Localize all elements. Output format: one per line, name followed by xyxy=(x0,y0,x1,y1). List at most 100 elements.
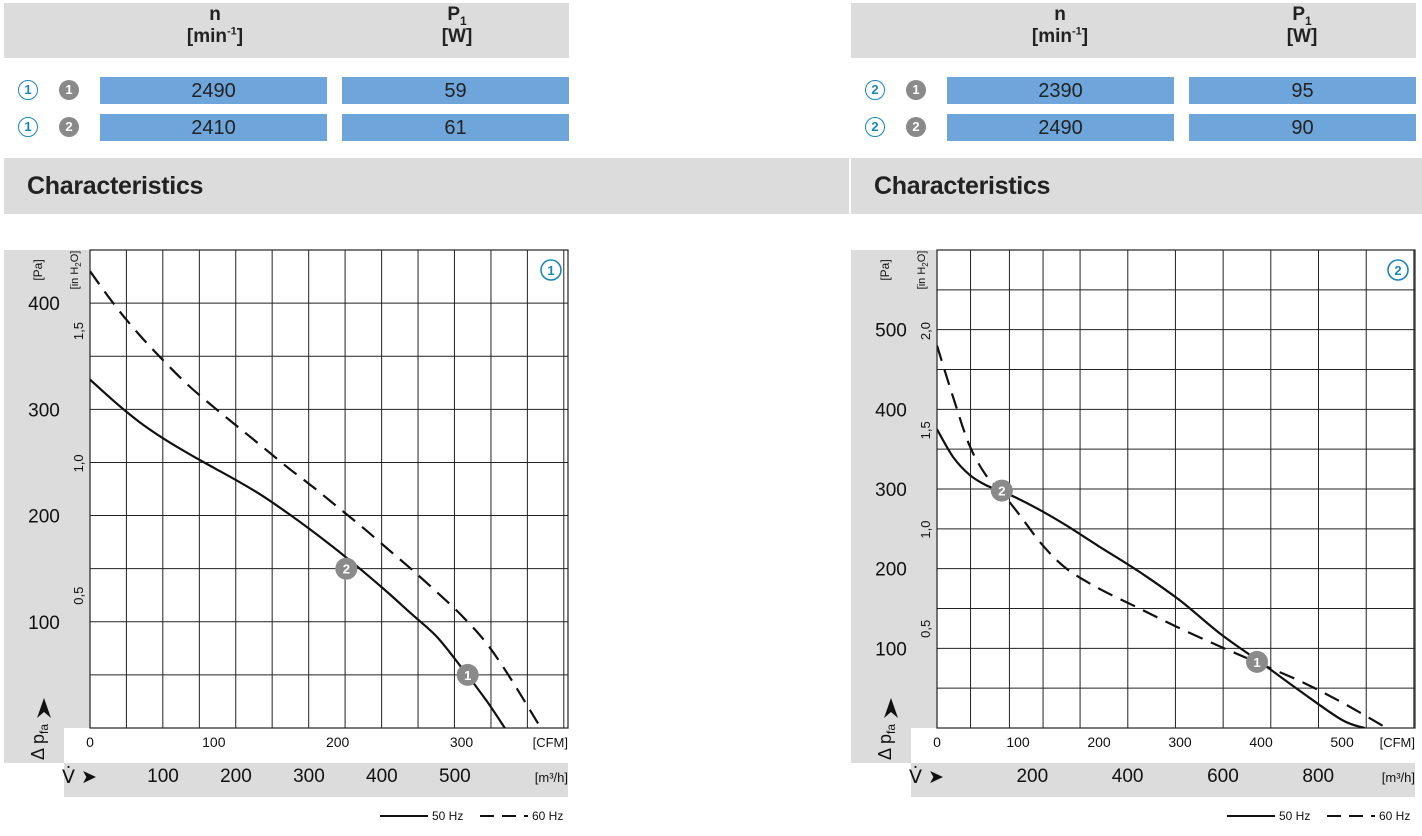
header-speed: n [min-1] xyxy=(101,4,329,48)
y-symbol-sub: fa xyxy=(37,724,51,734)
power-symbol-sub: 1 xyxy=(1305,13,1312,28)
curve-label-marker: 2 xyxy=(865,117,885,137)
point-label-marker: 2 xyxy=(906,117,926,137)
operating-point-label: 1 xyxy=(1253,655,1260,670)
y2-unit-suffix: O] xyxy=(916,251,928,263)
speed-unit: [min-1] xyxy=(101,26,329,48)
speed-unit-base: [min xyxy=(1031,26,1072,47)
y-tick-label: 400 xyxy=(28,294,60,315)
characteristic-chart-1: 1 100 200 300 400 [Pa] [in H2O] 0,5 1,0 1,5 Δ pfa 0… xyxy=(4,249,569,823)
y2-tick-label: 0,5 xyxy=(918,620,933,638)
x2-tick-label: 300 xyxy=(293,766,325,787)
y-tick-label: 100 xyxy=(28,613,60,634)
y-tick-label: 200 xyxy=(875,560,907,581)
y2-tick-label: 0,5 xyxy=(71,587,86,605)
x-tick-label: 400 xyxy=(1249,734,1273,750)
power-value: 59 xyxy=(342,77,569,104)
y2-tick-label: 1,0 xyxy=(71,454,86,472)
header-power: P1 [W] xyxy=(343,4,571,48)
power-symbol: P1 xyxy=(343,4,571,28)
y-axis-arrow xyxy=(37,698,51,718)
section-title: Characteristics xyxy=(874,172,1051,200)
y-symbol: Δ pfa xyxy=(875,724,898,760)
section-title: Characteristics xyxy=(27,172,204,200)
x2-axis-band xyxy=(64,763,568,797)
x2-tick-label: 800 xyxy=(1302,766,1334,787)
y2-unit-prefix: [in H xyxy=(69,267,81,290)
x2-tick-label: 200 xyxy=(1016,766,1048,787)
legend-label: 50 Hz xyxy=(432,809,463,823)
operating-point-label: 2 xyxy=(343,562,350,577)
y2-tick-label: 1,0 xyxy=(918,521,933,539)
y-tick-label: 400 xyxy=(875,400,907,421)
y2-unit: [in H2O] xyxy=(69,251,83,290)
x2-axis-band xyxy=(911,763,1415,797)
plot-area xyxy=(90,250,568,728)
section-header: Characteristics xyxy=(851,158,1422,214)
y2-tick-label: 1,5 xyxy=(71,322,86,340)
y-axis-band xyxy=(851,250,937,763)
y-symbol: Δ pfa xyxy=(28,724,51,760)
point-label-marker: 1 xyxy=(906,80,926,100)
power-unit: [W] xyxy=(441,26,473,47)
x-tick-label: 0 xyxy=(86,734,94,750)
x2-tick-label: 500 xyxy=(439,766,471,787)
chart-label: 2 xyxy=(1394,263,1401,278)
y-symbol-main: Δ p xyxy=(28,734,48,760)
speed-symbol: n xyxy=(1054,4,1066,25)
y-unit: [Pa] xyxy=(878,259,892,280)
x2-tick-label: 400 xyxy=(1112,766,1144,787)
chart-label-circle xyxy=(1387,259,1409,281)
x-tick-label: 100 xyxy=(1006,734,1030,750)
y2-unit: [in H2O] xyxy=(916,251,930,290)
speed-value: 2390 xyxy=(947,77,1174,104)
power-value: 95 xyxy=(1189,77,1416,104)
section-header: Characteristics xyxy=(4,158,849,214)
x2-symbol: V̇ ➤ xyxy=(62,766,97,788)
y-symbol-sub: fa xyxy=(884,724,898,734)
speed-unit-base: [min xyxy=(186,26,227,47)
speed-unit-exp: -1 xyxy=(1072,25,1082,38)
y-tick-label: 200 xyxy=(28,507,60,528)
header-power: P1 [W] xyxy=(1188,4,1416,48)
legend-label: 60 Hz xyxy=(532,809,563,823)
x-tick-label: 300 xyxy=(450,734,474,750)
x-axis-strip xyxy=(64,728,568,763)
power-value: 61 xyxy=(342,114,569,141)
series-line-60hz xyxy=(90,270,542,728)
power-symbol-letter: P xyxy=(1292,4,1305,25)
power-symbol-letter: P xyxy=(447,4,460,25)
speed-unit: [min-1] xyxy=(946,26,1174,48)
curve-label-marker: 2 xyxy=(865,80,885,100)
legend-label: 60 Hz xyxy=(1379,809,1410,823)
fan-panel-2: n [min-1] P1 [W] 2 1 2390 95 2 2 2490 90… xyxy=(851,0,1422,836)
x2-unit: [m³/h] xyxy=(535,770,568,785)
x-unit: [CFM] xyxy=(533,735,568,750)
header-speed: n [min-1] xyxy=(946,4,1174,48)
chart-label: 1 xyxy=(547,263,554,278)
chart-label-circle xyxy=(540,259,562,281)
y2-tick-label: 2,0 xyxy=(918,322,933,340)
speed-unit-close: ] xyxy=(236,26,244,47)
speed-unit-close: ] xyxy=(1081,26,1089,47)
x-unit: [CFM] xyxy=(1380,735,1415,750)
plot-frame xyxy=(89,249,569,729)
operating-point-marker xyxy=(335,557,358,580)
x-tick-label: 500 xyxy=(1330,734,1354,750)
y-unit: [Pa] xyxy=(31,259,45,280)
series-line-50hz xyxy=(937,428,1366,728)
x-tick-label: 200 xyxy=(1087,734,1111,750)
power-symbol-sub: 1 xyxy=(460,13,467,28)
speed-unit-exp: -1 xyxy=(227,25,237,38)
y2-unit-sub: 2 xyxy=(74,262,83,267)
curve-label-marker: 1 xyxy=(18,117,38,137)
legend-label: 50 Hz xyxy=(1279,809,1310,823)
y2-unit-prefix: [in H xyxy=(916,267,928,290)
x-tick-label: 100 xyxy=(202,734,226,750)
y-tick-label: 100 xyxy=(875,639,907,660)
x-axis-strip xyxy=(911,728,1415,763)
x-tick-label: 300 xyxy=(1168,734,1192,750)
power-unit: [W] xyxy=(1286,26,1318,47)
series-line-50hz xyxy=(90,378,506,728)
